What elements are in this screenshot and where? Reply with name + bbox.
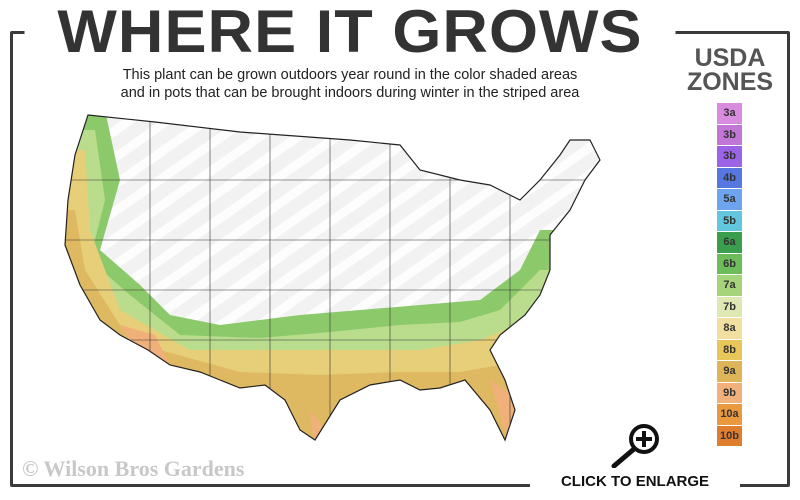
zone-swatch-5b: 5b	[717, 210, 742, 231]
zone-swatch-6a: 6a	[717, 232, 742, 253]
zone-swatch-10b: 10b	[717, 425, 742, 446]
zone-swatch-3a: 3a	[717, 103, 742, 124]
zone-legend: 3a 3b 3b 4b 5a 5b 6a 6b 7a 7b 8a 8b 9a 9b 10a 10b	[717, 103, 742, 447]
legend-title: USDA ZONES	[680, 44, 780, 96]
zone-swatch-6b: 6b	[717, 253, 742, 274]
zone-swatch-7b: 7b	[717, 296, 742, 317]
zone-swatch-4b: 4b	[717, 167, 742, 188]
magnifier-plus-icon[interactable]	[608, 422, 668, 470]
zone-swatch-8a: 8a	[717, 318, 742, 339]
copyright: © Wilson Bros Gardens	[22, 456, 245, 481]
page-title: WHERE IT GROWS	[24, 0, 676, 64]
state-borders	[65, 115, 600, 440]
legend-title-line: ZONES	[686, 68, 774, 96]
zone-swatch-3b: 3b	[717, 124, 742, 145]
usda-zone-map[interactable]	[60, 110, 660, 460]
zone-swatch-9a: 9a	[717, 361, 742, 382]
zone-swatch-7a: 7a	[717, 275, 742, 296]
legend-title-line: USDA	[694, 44, 766, 72]
zone-swatch-5a: 5a	[717, 189, 742, 210]
zone-swatch-10a: 10a	[717, 404, 742, 425]
zone-swatch-8b: 8b	[717, 339, 742, 360]
click-to-enlarge-button[interactable]: CLICK TO ENLARGE	[530, 468, 740, 498]
zone-swatch-9b: 9b	[717, 382, 742, 403]
zone-swatch-3b: 3b	[717, 146, 742, 167]
subtitle: This plant can be grown outdoors year ro…	[40, 66, 660, 102]
subtitle-line: and in pots that can be brought indoors …	[120, 85, 580, 101]
subtitle-line: This plant can be grown outdoors year ro…	[122, 67, 578, 83]
